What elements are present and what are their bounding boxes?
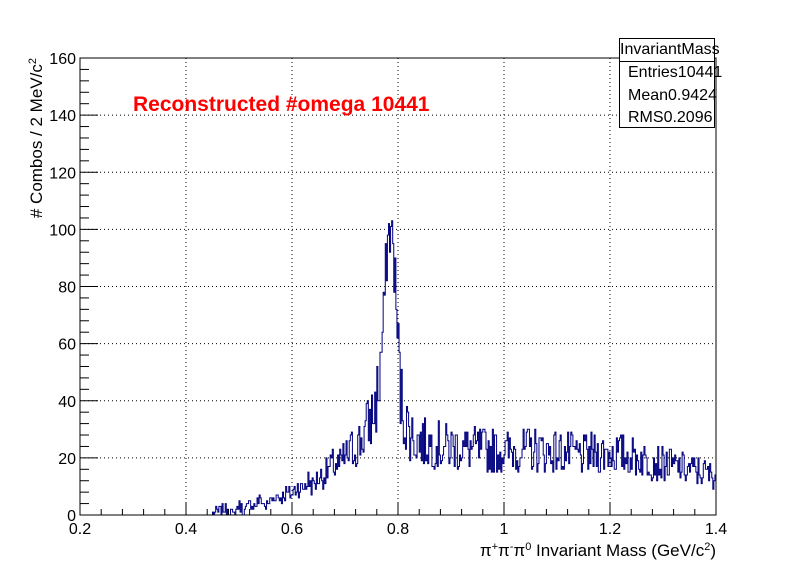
x-tick-label: 0.8 (387, 521, 409, 538)
x-label-close: ) (710, 541, 716, 560)
y-tick-label: 100 (49, 222, 76, 239)
x-axis-ticks: 0.2 0.4 0.6 0.8 1 1.2 1.4 (69, 503, 727, 538)
stats-value: 0.9424 (668, 86, 717, 104)
x-label-pi-2: π (498, 541, 510, 560)
stats-label: RMS (628, 109, 664, 126)
chart-title: Reconstructed #omega 10441 (133, 93, 430, 116)
x-label-sup-4: 2 (704, 541, 710, 553)
stats-box: InvariantMass Entries 10441 Mean 0.9424 … (619, 38, 722, 130)
stats-row-rms: RMS 0.2096 (620, 107, 714, 130)
y-tick-label: 120 (49, 165, 76, 182)
grid-lines (80, 58, 716, 515)
x-label-sup-1: + (492, 541, 498, 553)
x-tick-label: 0.4 (175, 521, 197, 538)
y-tick-label: 160 (49, 51, 76, 68)
stats-title: InvariantMass (620, 39, 720, 62)
x-label-text: Invariant Mass (GeV/c (531, 541, 704, 560)
y-tick-label: 60 (58, 337, 76, 354)
x-tick-label: 1.2 (599, 521, 621, 538)
x-tick-label: 0.6 (281, 521, 303, 538)
y-axis-ticks: 0 20 40 60 80 100 120 140 160 (49, 51, 98, 525)
stats-label: Mean (628, 86, 669, 104)
stats-value: 10441 (677, 64, 723, 81)
histogram-line (80, 220, 717, 516)
x-label-sup-2: - (510, 541, 514, 553)
x-tick-label: 1.4 (705, 521, 727, 538)
stats-row-mean: Mean 0.9424 (620, 85, 717, 108)
x-tick-label: 0.2 (69, 521, 91, 538)
y-tick-label: 20 (58, 451, 76, 468)
y-label-text: # Combos / 2 MeV/c (27, 64, 46, 219)
x-tick-label: 1 (500, 521, 509, 538)
x-label-pi-3: π (513, 541, 525, 560)
stats-row-entries: Entries 10441 (620, 62, 722, 85)
y-label-sup: 2 (27, 58, 39, 64)
y-tick-label: 140 (49, 108, 76, 125)
x-label-sup-3: 0 (525, 541, 531, 553)
y-tick-label: 0 (67, 508, 76, 525)
y-axis-label: # Combos / 2 MeV/c2 (27, 58, 46, 218)
y-tick-label: 40 (58, 394, 76, 411)
x-axis-label: π+π-π0 Invariant Mass (GeV/c2) (480, 541, 716, 560)
stats-value: 0.2096 (663, 109, 713, 126)
y-tick-label: 80 (58, 280, 76, 297)
x-label-pi-1: π (480, 541, 492, 560)
stats-label: Entries (628, 64, 678, 81)
